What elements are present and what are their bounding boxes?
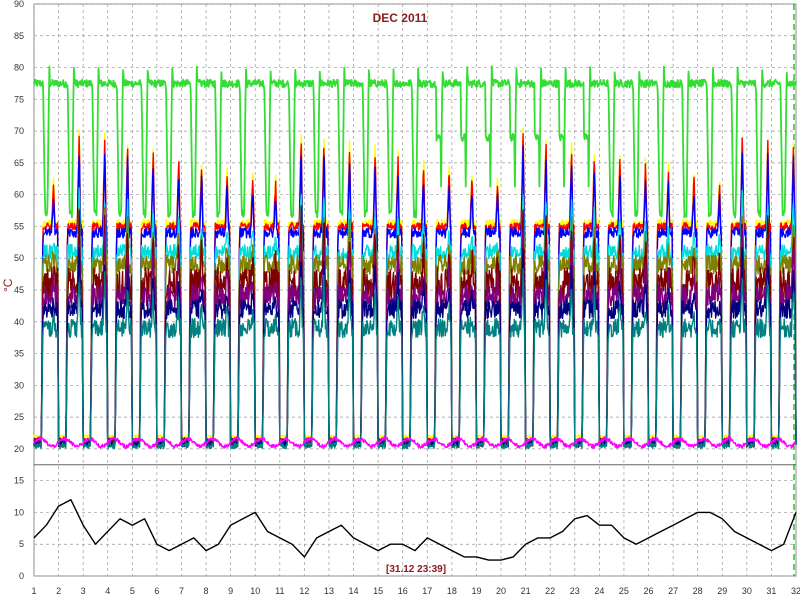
x-tick-label: 32 — [791, 586, 800, 596]
y-tick-label: 25 — [14, 412, 24, 422]
y-tick-label: 70 — [14, 126, 24, 136]
x-tick-label: 28 — [693, 586, 703, 596]
y-tick-label: 50 — [14, 253, 24, 263]
y-tick-label: 0 — [19, 571, 24, 581]
y-tick-label: 5 — [19, 539, 24, 549]
x-tick-label: 5 — [130, 586, 135, 596]
x-tick-label: 21 — [521, 586, 531, 596]
x-tick-label: 12 — [299, 586, 309, 596]
x-tick-label: 2 — [56, 586, 61, 596]
x-tick-label: 15 — [373, 586, 383, 596]
series-line-10 — [33, 436, 797, 449]
x-tick-label: 18 — [447, 586, 457, 596]
x-tick-label: 25 — [619, 586, 629, 596]
x-tick-label: 16 — [398, 586, 408, 596]
series-line-9 — [33, 267, 797, 450]
x-tick-label: 17 — [422, 586, 432, 596]
y-tick-label: 55 — [14, 221, 24, 231]
x-tick-label: 31 — [766, 586, 776, 596]
x-tick-label: 1 — [31, 586, 36, 596]
x-tick-label: 14 — [349, 586, 359, 596]
x-tick-label: 22 — [545, 586, 555, 596]
x-tick-label: 8 — [204, 586, 209, 596]
x-tick-label: 19 — [471, 586, 481, 596]
x-tick-label: 4 — [105, 586, 110, 596]
y-tick-label: 10 — [14, 507, 24, 517]
y-tick-label: 40 — [14, 317, 24, 327]
y-tick-label: 80 — [14, 63, 24, 73]
y-axis-label: °C — [1, 278, 15, 292]
x-tick-label: 29 — [717, 586, 727, 596]
x-tick-label: 10 — [250, 586, 260, 596]
x-tick-label: 26 — [644, 586, 654, 596]
x-tick-label: 13 — [324, 586, 334, 596]
x-tick-label: 7 — [179, 586, 184, 596]
y-tick-label: 85 — [14, 31, 24, 41]
x-tick-label: 11 — [275, 586, 284, 596]
x-tick-label: 3 — [81, 586, 86, 596]
x-tick-label: 20 — [496, 586, 506, 596]
x-tick-label: 6 — [154, 586, 159, 596]
chart-title: DEC 2011 — [373, 11, 428, 25]
x-tick-label: 30 — [742, 586, 752, 596]
y-tick-label: 60 — [14, 190, 24, 200]
x-tick-label: 23 — [570, 586, 580, 596]
y-tick-label: 65 — [14, 158, 24, 168]
y-tick-label: 45 — [14, 285, 24, 295]
cursor-timestamp: [31.12 23:39] — [386, 564, 446, 575]
y-tick-label: 30 — [14, 380, 24, 390]
x-tick-label: 24 — [594, 586, 604, 596]
y-tick-label: 15 — [14, 476, 24, 486]
x-tick-label: 9 — [228, 586, 233, 596]
series-line-0 — [33, 65, 797, 219]
y-tick-label: 75 — [14, 94, 24, 104]
series-line-11 — [33, 499, 797, 561]
y-tick-label: 35 — [14, 349, 24, 359]
y-tick-label: 90 — [14, 0, 24, 9]
x-tick-label: 27 — [668, 586, 678, 596]
y-tick-label: 20 — [14, 444, 24, 454]
